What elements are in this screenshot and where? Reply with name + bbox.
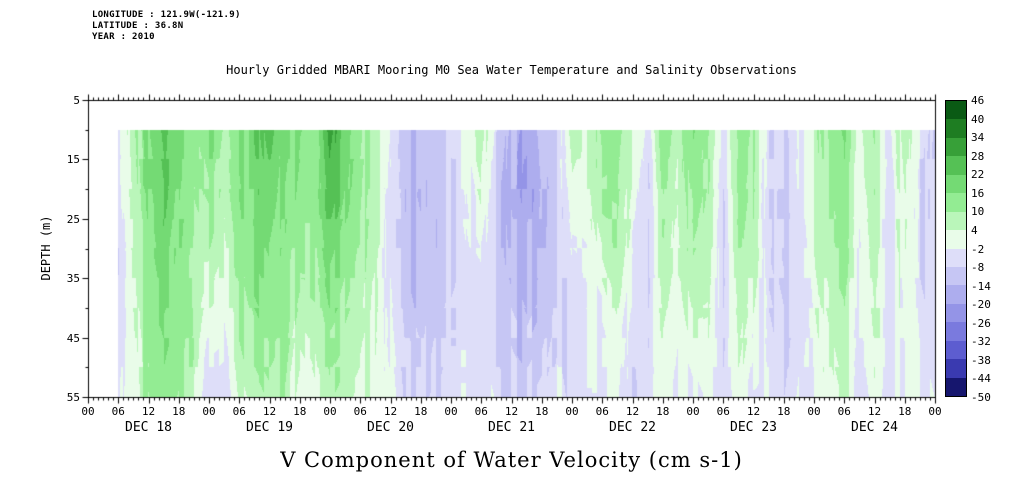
- y-tick-label: 15: [66, 153, 80, 167]
- colorbar-segment: [946, 248, 966, 267]
- x-tick-label: 00: [444, 405, 458, 418]
- x-day-label: DEC 21: [488, 420, 535, 435]
- x-tick-label: 18: [293, 405, 307, 418]
- colorbar-label: 22: [971, 168, 985, 182]
- y-tick-label: 25: [66, 212, 80, 226]
- x-tick-label: 18: [656, 405, 670, 418]
- x-day-label: DEC 22: [609, 420, 656, 435]
- y-tick-label: 45: [66, 331, 80, 345]
- colorbar-label: 28: [971, 149, 985, 163]
- longitude-label: LONGITUDE : 121.9W(-121.9): [92, 10, 241, 20]
- colorbar-segment: [946, 303, 966, 323]
- colorbar-label: -32: [971, 335, 991, 349]
- x-tick-label: 12: [504, 405, 519, 418]
- x-day-label: DEC 23: [730, 420, 777, 435]
- colorbar-label: -44: [971, 372, 991, 386]
- x-tick-label: 00: [565, 405, 579, 418]
- colorbar-segment: [946, 377, 966, 396]
- colorbar-label: 46: [971, 94, 985, 107]
- x-tick-label: 18: [172, 405, 186, 418]
- year-label: YEAR : 2010: [92, 32, 155, 42]
- colorbar-segment: [946, 230, 966, 249]
- x-tick-label: 18: [535, 405, 549, 418]
- colorbar-label: -8: [971, 261, 985, 275]
- x-tick-label: 12: [625, 405, 640, 418]
- colorbar-label: 4: [971, 223, 978, 237]
- colorbar-label: 40: [971, 112, 985, 126]
- x-tick-label: 18: [898, 405, 912, 418]
- x-day-label: DEC 20: [367, 420, 414, 435]
- colorbar-segment: [946, 211, 966, 231]
- colorbar-label: -38: [971, 353, 991, 367]
- x-day-label: DEC 19: [246, 420, 293, 435]
- colorbar-label: 10: [971, 205, 985, 219]
- colorbar-label: -26: [971, 316, 991, 330]
- x-tick-label: 00: [686, 405, 700, 418]
- colorbar-segment: [946, 193, 966, 212]
- x-tick-label: 18: [777, 405, 791, 418]
- colorbar: [945, 100, 967, 397]
- x-day-label: DEC 18: [125, 420, 172, 435]
- x-tick-label: 00: [323, 405, 337, 418]
- metadata-block: LONGITUDE : 121.9W(-121.9) LATITUDE : 36…: [92, 10, 241, 43]
- latitude-label: LATITUDE : 36.8N: [92, 21, 184, 31]
- x-tick-label: 18: [414, 405, 428, 418]
- colorbar-segment: [946, 137, 966, 157]
- colorbar-segment: [946, 174, 966, 194]
- x-tick-label: 00: [202, 405, 216, 418]
- x-tick-label: 00: [81, 405, 95, 418]
- x-tick-label: 12: [262, 405, 277, 418]
- x-tick-label: 06: [353, 405, 367, 418]
- x-tick-label: 06: [837, 405, 851, 418]
- y-tick-label: 5: [73, 94, 80, 107]
- x-tick-label: 06: [232, 405, 246, 418]
- colorbar-label: -14: [971, 279, 991, 293]
- colorbar-label: -20: [971, 298, 991, 312]
- x-tick-label: 06: [474, 405, 488, 418]
- colorbar-segment: [946, 285, 966, 304]
- colorbar-segment: [946, 340, 966, 360]
- x-tick-label: 12: [141, 405, 156, 418]
- chart-title: Hourly Gridded MBARI Mooring M0 Sea Wate…: [226, 63, 797, 77]
- colorbar-segment: [946, 101, 966, 120]
- colorbar-label: -2: [971, 242, 985, 256]
- colorbar-label: 34: [971, 131, 985, 145]
- colorbar-segment: [946, 266, 966, 286]
- x-tick-label: 12: [383, 405, 398, 418]
- x-tick-label: 06: [595, 405, 609, 418]
- colorbar-segment: [946, 359, 966, 378]
- colorbar-label: 16: [971, 186, 985, 200]
- colorbar-label: -50: [971, 391, 991, 404]
- colorbar-segment: [946, 322, 966, 341]
- x-tick-label: 00: [928, 405, 942, 418]
- x-tick-label: 06: [111, 405, 125, 418]
- x-day-label: DEC 24: [851, 420, 898, 435]
- colorbar-segment: [946, 156, 966, 175]
- y-tick-label: 55: [66, 391, 80, 404]
- colorbar-segment: [946, 119, 966, 138]
- x-tick-label: 06: [716, 405, 730, 418]
- x-tick-label: 12: [746, 405, 761, 418]
- y-tick-label: 35: [66, 272, 80, 286]
- x-tick-label: 00: [807, 405, 821, 418]
- x-tick-label: 12: [867, 405, 882, 418]
- x-axis-title: V Component of Water Velocity (cm s-1): [280, 448, 743, 472]
